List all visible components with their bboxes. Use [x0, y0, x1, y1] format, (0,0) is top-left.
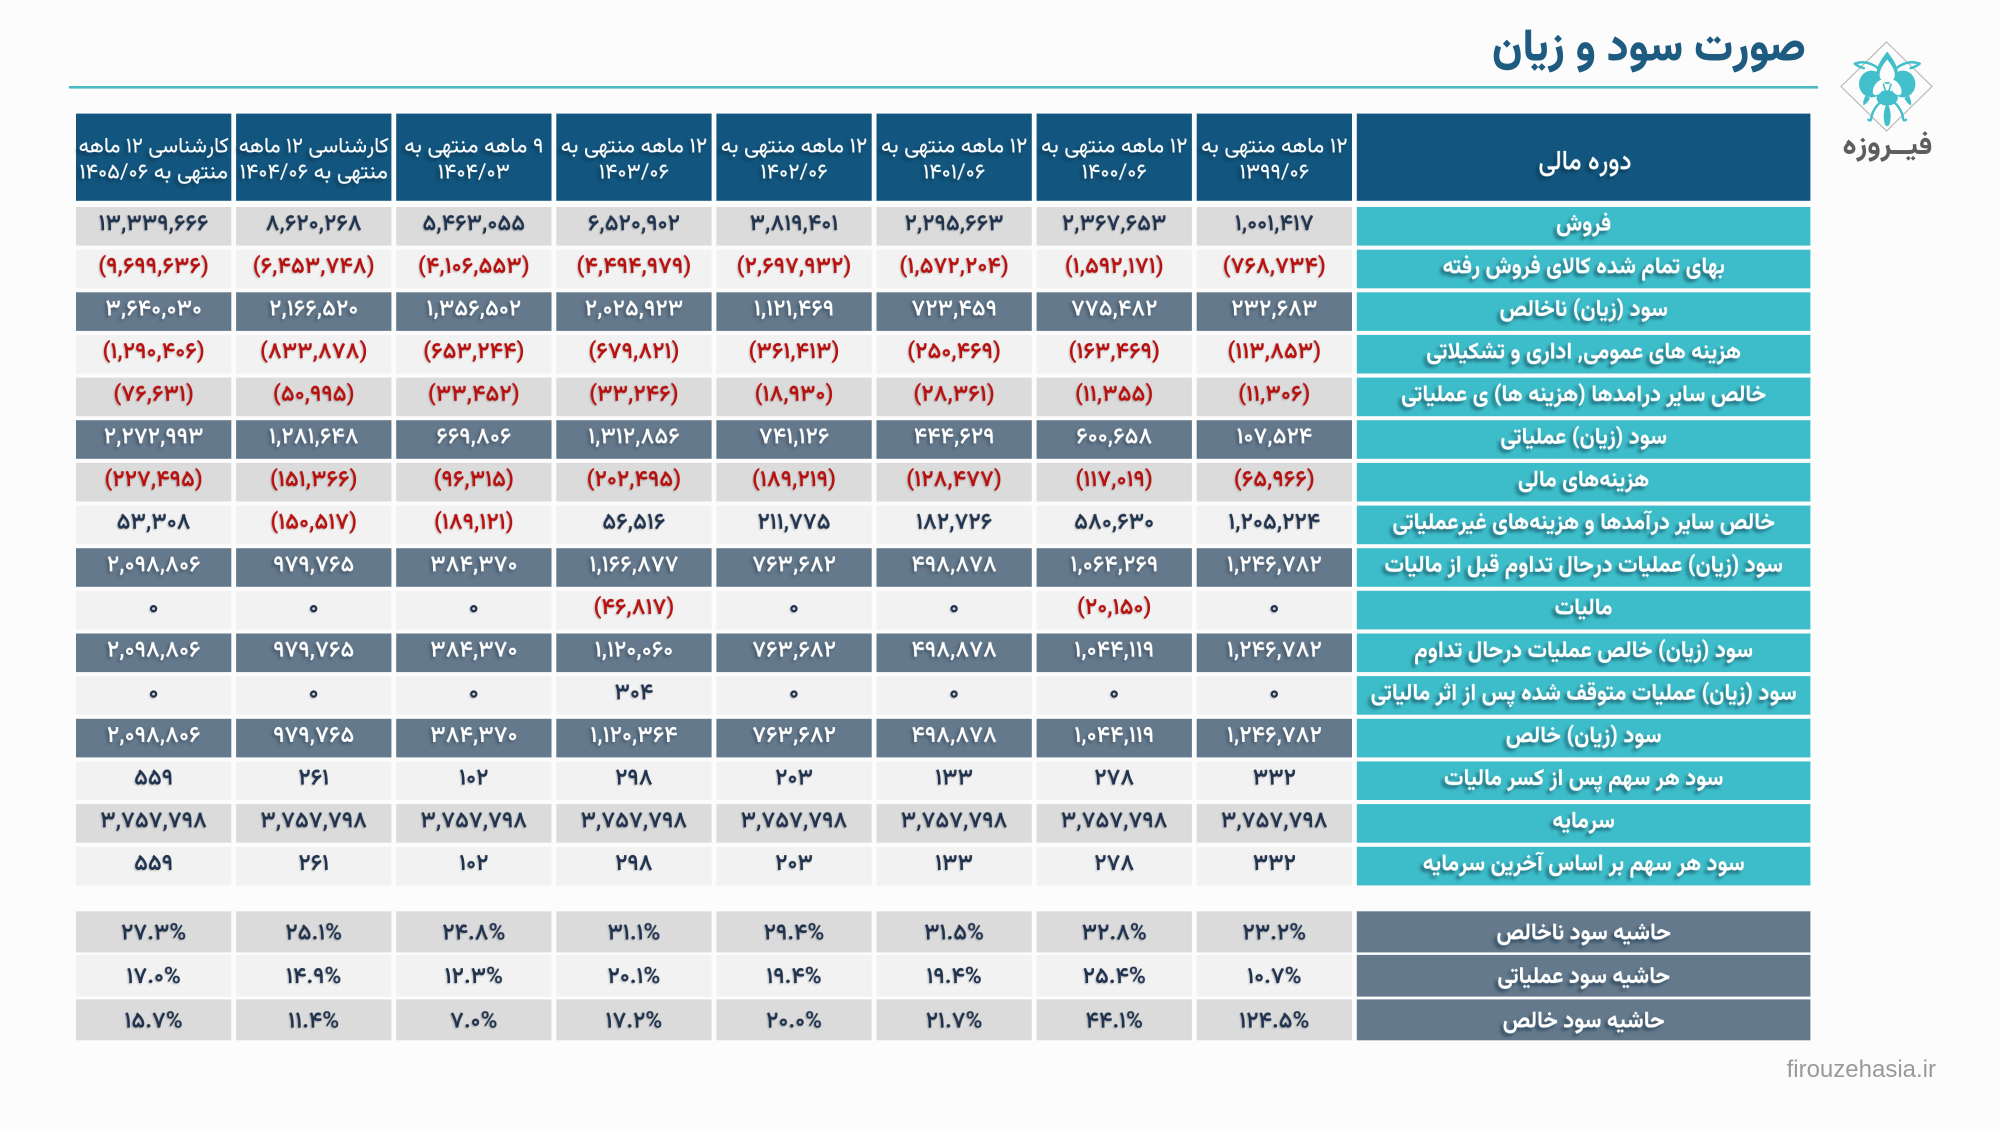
svg-text:firouzehasia.ir: firouzehasia.ir [1787, 1056, 1936, 1083]
